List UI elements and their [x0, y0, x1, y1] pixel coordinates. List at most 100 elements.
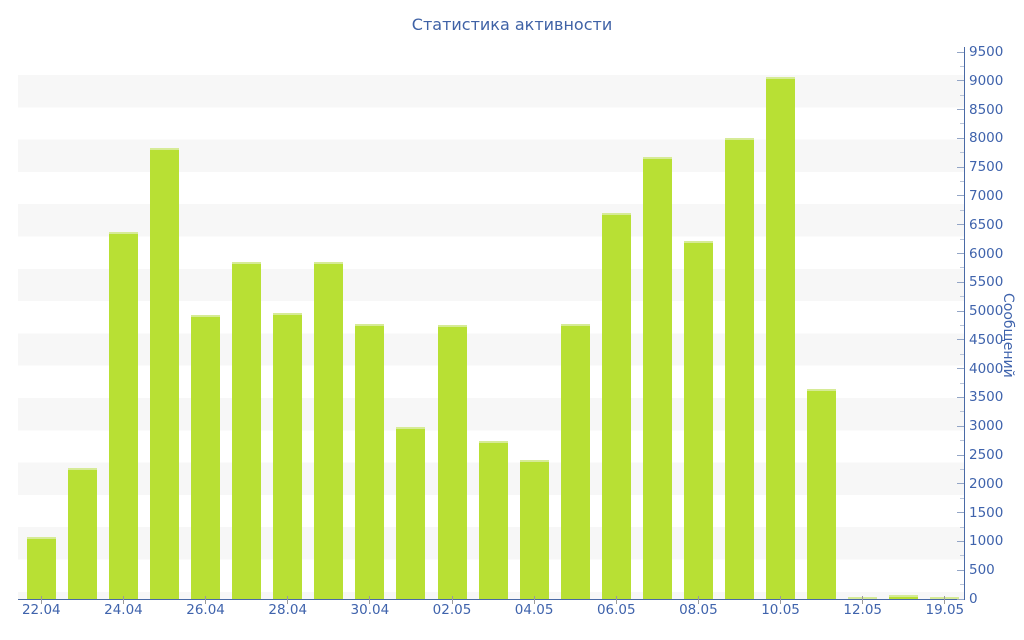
y-minor-tick-mark	[960, 209, 964, 211]
x-tick-mark	[451, 596, 453, 604]
bar	[642, 157, 672, 599]
y-axis-tick-label: 9000	[969, 72, 1004, 89]
y-axis-tick-label: 8500	[969, 101, 1004, 118]
y-major-tick-mark	[957, 195, 964, 197]
y-minor-tick-mark	[960, 152, 964, 154]
y-minor-tick-mark	[960, 325, 964, 326]
y-minor-tick-mark	[960, 353, 964, 355]
y-major-tick-mark	[957, 281, 964, 283]
x-axis-tick-label: 04.05	[514, 602, 554, 618]
x-tick-mark	[780, 596, 782, 604]
bar	[437, 324, 467, 599]
bar	[889, 594, 919, 599]
bar	[807, 388, 837, 599]
bar	[724, 138, 754, 599]
x-tick-mark	[40, 596, 42, 604]
x-axis-tick-label: 30.04	[350, 602, 390, 618]
y-axis-tick-label: 5500	[969, 274, 1004, 291]
bar	[683, 240, 713, 599]
x-axis-tick-label: 10.05	[761, 602, 800, 618]
y-minor-tick-mark	[960, 181, 964, 183]
y-major-tick-mark	[957, 598, 964, 600]
y-axis-tick-label: 7000	[969, 187, 1004, 204]
bar	[67, 468, 97, 599]
y-major-tick-mark	[957, 310, 964, 312]
x-axis-tick-label: 08.05	[679, 602, 718, 618]
y-major-tick-mark	[957, 454, 964, 456]
bar	[150, 148, 179, 599]
y-major-tick-mark	[957, 569, 964, 571]
y-minor-tick-mark	[960, 296, 964, 298]
y-major-tick-mark	[957, 512, 964, 514]
y-minor-tick-mark	[960, 65, 964, 67]
y-minor-tick-mark	[960, 584, 964, 586]
bar	[766, 76, 796, 599]
y-major-tick-mark	[957, 109, 964, 111]
bar	[560, 324, 590, 599]
y-axis-tick-label: 8000	[969, 130, 1004, 147]
x-tick-mark	[944, 596, 946, 604]
x-tick-mark	[697, 596, 699, 604]
y-major-tick-mark	[957, 80, 964, 82]
y-axis-tick-label: 1000	[969, 533, 1004, 550]
x-tick-mark	[122, 596, 124, 604]
y-minor-tick-mark	[960, 411, 964, 413]
x-tick-mark	[287, 596, 289, 604]
x-tick-mark	[205, 596, 207, 604]
y-axis-tick-label: 500	[969, 562, 995, 579]
y-axis-tick-label: 9500	[969, 44, 1004, 60]
x-tick-mark	[862, 596, 864, 604]
y-minor-tick-mark	[960, 123, 964, 125]
bars-layer	[18, 47, 964, 599]
plot-area	[18, 47, 965, 600]
y-major-tick-mark	[957, 396, 964, 398]
y-axis-tick-label: 4500	[969, 331, 1004, 348]
y-minor-tick-mark	[960, 267, 964, 269]
y-axis-tick-label: 1500	[969, 504, 1004, 521]
y-axis-tick-label: 6500	[969, 216, 1004, 233]
x-axis-tick-label: 12.05	[843, 602, 883, 618]
chart-title: Статистика активности	[411, 15, 613, 34]
y-axis-tick-label: 0	[969, 591, 978, 607]
y-minor-tick-mark	[960, 382, 964, 384]
y-axis-tick-label: 4000	[969, 360, 1004, 377]
y-major-tick-mark	[957, 368, 964, 370]
y-minor-tick-mark	[960, 440, 964, 442]
y-major-tick-mark	[957, 425, 964, 427]
x-tick-mark	[369, 596, 371, 604]
x-axis-tick-label: 02.05	[432, 602, 472, 618]
y-major-tick-mark	[957, 166, 964, 168]
y-minor-tick-mark	[960, 238, 964, 240]
y-axis-tick-label: 2000	[969, 475, 1004, 492]
x-axis-tick-label: 22.04	[21, 602, 61, 618]
x-axis-tick-label: 24.04	[104, 602, 143, 618]
bar	[108, 231, 138, 599]
x-axis-tick-label: 28.04	[268, 602, 308, 618]
y-major-tick-mark	[957, 253, 964, 255]
x-axis-tick-label: 06.05	[596, 602, 636, 618]
y-minor-tick-mark	[960, 555, 964, 557]
y-major-tick-mark	[957, 540, 964, 542]
y-major-tick-mark	[957, 339, 964, 341]
y-axis-tick-label: 6000	[969, 245, 1004, 262]
x-tick-mark	[533, 596, 535, 604]
x-tick-mark	[615, 596, 617, 604]
bar	[601, 212, 631, 599]
y-axis-tick-label: 3500	[969, 389, 1004, 406]
y-major-tick-mark	[957, 224, 964, 226]
y-major-tick-mark	[957, 483, 964, 485]
y-axis-tick-label: 2500	[969, 447, 1004, 464]
y-major-tick-mark	[957, 137, 964, 139]
bar	[396, 427, 426, 599]
x-axis-tick-label: 19.05	[925, 602, 965, 618]
bar	[273, 313, 303, 599]
y-minor-tick-mark	[960, 94, 964, 96]
x-axis-tick-label: 26.04	[186, 602, 225, 618]
bar	[26, 536, 56, 599]
y-axis-tick-label: 7500	[969, 159, 1004, 176]
bar	[232, 262, 262, 599]
y-minor-tick-mark	[960, 468, 964, 470]
bar	[191, 315, 221, 599]
y-minor-tick-mark	[960, 526, 964, 528]
